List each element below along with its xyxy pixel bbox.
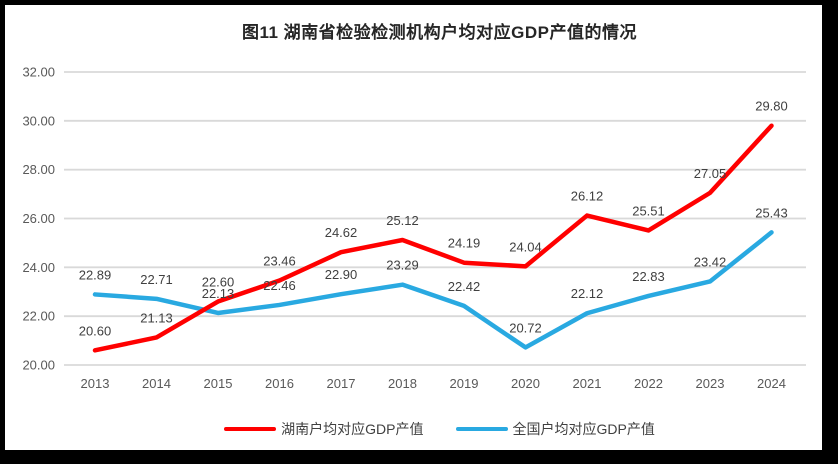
data-label: 22.60 bbox=[202, 275, 235, 290]
x-axis-tick-label: 2017 bbox=[327, 376, 356, 391]
data-label: 20.72 bbox=[509, 320, 542, 335]
chart-title: 图11 湖南省检验检测机构户均对应GDP产值的情况 bbox=[241, 23, 638, 42]
x-axis-tick-label: 2019 bbox=[450, 376, 479, 391]
x-axis-tick-label: 2023 bbox=[696, 376, 725, 391]
data-label: 22.42 bbox=[448, 279, 481, 294]
x-axis-tick-label: 2024 bbox=[757, 376, 786, 391]
data-label: 23.42 bbox=[694, 254, 727, 269]
data-label: 23.29 bbox=[386, 258, 419, 273]
data-label: 25.12 bbox=[386, 213, 419, 228]
x-axis-tick-label: 2020 bbox=[511, 376, 540, 391]
data-label: 21.13 bbox=[140, 310, 173, 325]
data-label: 22.83 bbox=[632, 269, 665, 284]
data-label: 22.46 bbox=[263, 278, 296, 293]
data-label: 24.62 bbox=[325, 225, 358, 240]
y-axis-tick-label: 26.00 bbox=[22, 211, 55, 226]
data-label: 24.19 bbox=[448, 236, 481, 251]
x-axis-tick-label: 2014 bbox=[142, 376, 171, 391]
data-label: 22.90 bbox=[325, 267, 358, 282]
data-label: 25.43 bbox=[755, 205, 788, 220]
data-label: 27.05 bbox=[694, 166, 727, 181]
line-chart-plot-area: 20.00 22.00 24.00 26.00 28.00 30.00 32.00 2013 2… bbox=[22, 65, 806, 391]
legend-item-hunan: 湖南户均对应GDP产值 bbox=[224, 419, 424, 439]
data-label: 26.12 bbox=[571, 189, 604, 204]
legend-line-swatch-national bbox=[455, 426, 508, 432]
x-axis-tick-label: 2022 bbox=[634, 376, 663, 391]
y-axis-tick-label: 24.00 bbox=[22, 260, 55, 275]
data-label: 25.51 bbox=[632, 203, 665, 218]
legend-label-national: 全国户均对应GDP产值 bbox=[512, 421, 655, 437]
legend-label-hunan: 湖南户均对应GDP产值 bbox=[281, 421, 424, 437]
data-label: 22.71 bbox=[140, 272, 173, 287]
y-axis-tick-label: 20.00 bbox=[22, 358, 55, 373]
series-line bbox=[92, 123, 774, 353]
x-axis-tick-label: 2018 bbox=[388, 376, 417, 391]
legend-line-swatch-hunan bbox=[224, 426, 277, 432]
data-label: 22.89 bbox=[79, 267, 112, 282]
data-label: 20.60 bbox=[79, 323, 112, 338]
y-axis-tick-label: 22.00 bbox=[22, 309, 55, 324]
x-axis-tick-label: 2015 bbox=[204, 376, 233, 391]
x-axis-tick-label: 2013 bbox=[81, 376, 110, 391]
legend-item-national: 全国户均对应GDP产值 bbox=[455, 419, 655, 439]
data-label: 22.12 bbox=[571, 286, 604, 301]
data-label: 24.04 bbox=[509, 239, 542, 254]
data-label: 22.13 bbox=[202, 286, 235, 301]
y-axis-tick-label: 32.00 bbox=[22, 65, 55, 80]
y-axis-tick-label: 30.00 bbox=[22, 113, 55, 128]
legend: 湖南户均对应GDP产值 全国户均对应GDP产值 bbox=[5, 418, 822, 440]
data-label: 29.80 bbox=[755, 99, 788, 114]
x-axis-tick-label: 2021 bbox=[573, 376, 602, 391]
x-axis-tick-label: 2016 bbox=[265, 376, 294, 391]
y-axis-tick-label: 28.00 bbox=[22, 162, 55, 177]
data-label: 23.46 bbox=[263, 254, 296, 269]
series-line bbox=[92, 230, 774, 350]
